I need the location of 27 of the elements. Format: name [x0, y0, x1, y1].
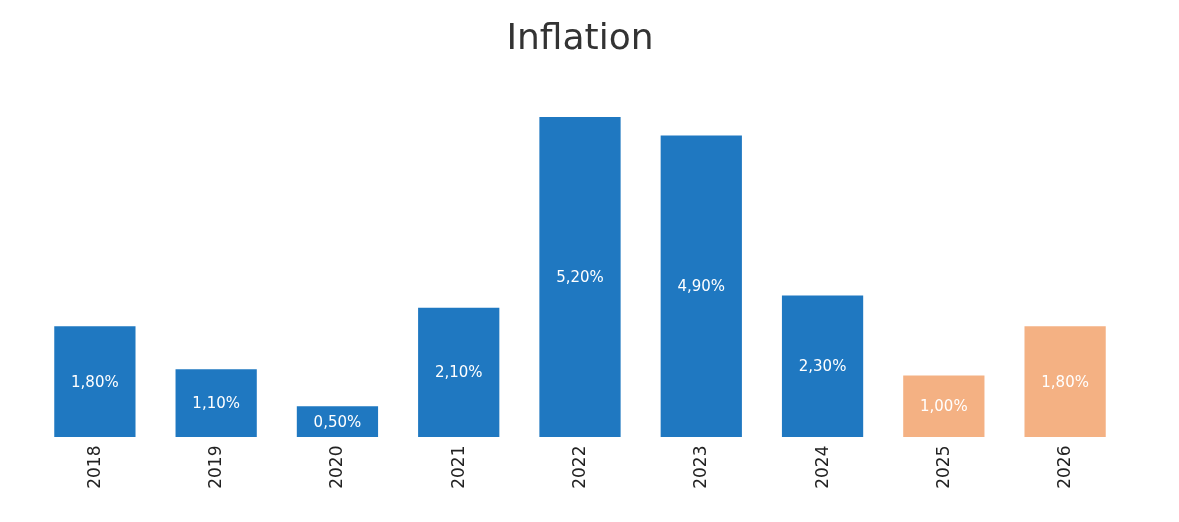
data-label: 1,10%: [192, 394, 240, 413]
bar: [418, 307, 500, 437]
data-label: 0,50%: [313, 412, 362, 431]
data-label: 2,10%: [434, 363, 483, 382]
data-label: 1,80%: [1041, 372, 1089, 391]
bar: [175, 369, 257, 437]
data-label: 1,80%: [71, 372, 119, 391]
x-tick-label: 2019: [205, 445, 226, 489]
data-label: 2,30%: [798, 357, 847, 376]
x-tick-label: 2020: [326, 445, 347, 489]
bar: [539, 117, 621, 437]
bar: [660, 135, 742, 437]
bar: [903, 375, 985, 437]
data-label: 5,20%: [556, 268, 604, 286]
chart-title: Inflation: [506, 16, 654, 57]
x-tick-label: 2025: [932, 445, 953, 489]
x-tick-label: 2022: [569, 445, 589, 489]
x-tick-label: 2026: [1054, 445, 1075, 489]
bar: [781, 295, 864, 437]
data-label: 1,00%: [920, 397, 968, 416]
x-tick-label: 2018: [83, 445, 104, 489]
x-tick-label: 2023: [690, 445, 711, 489]
x-tick-label: 2024: [811, 445, 832, 489]
data-label: 4,90%: [677, 277, 726, 296]
bar: [1024, 326, 1106, 437]
x-tick-label: 2021: [447, 445, 468, 489]
bar: [54, 326, 136, 437]
